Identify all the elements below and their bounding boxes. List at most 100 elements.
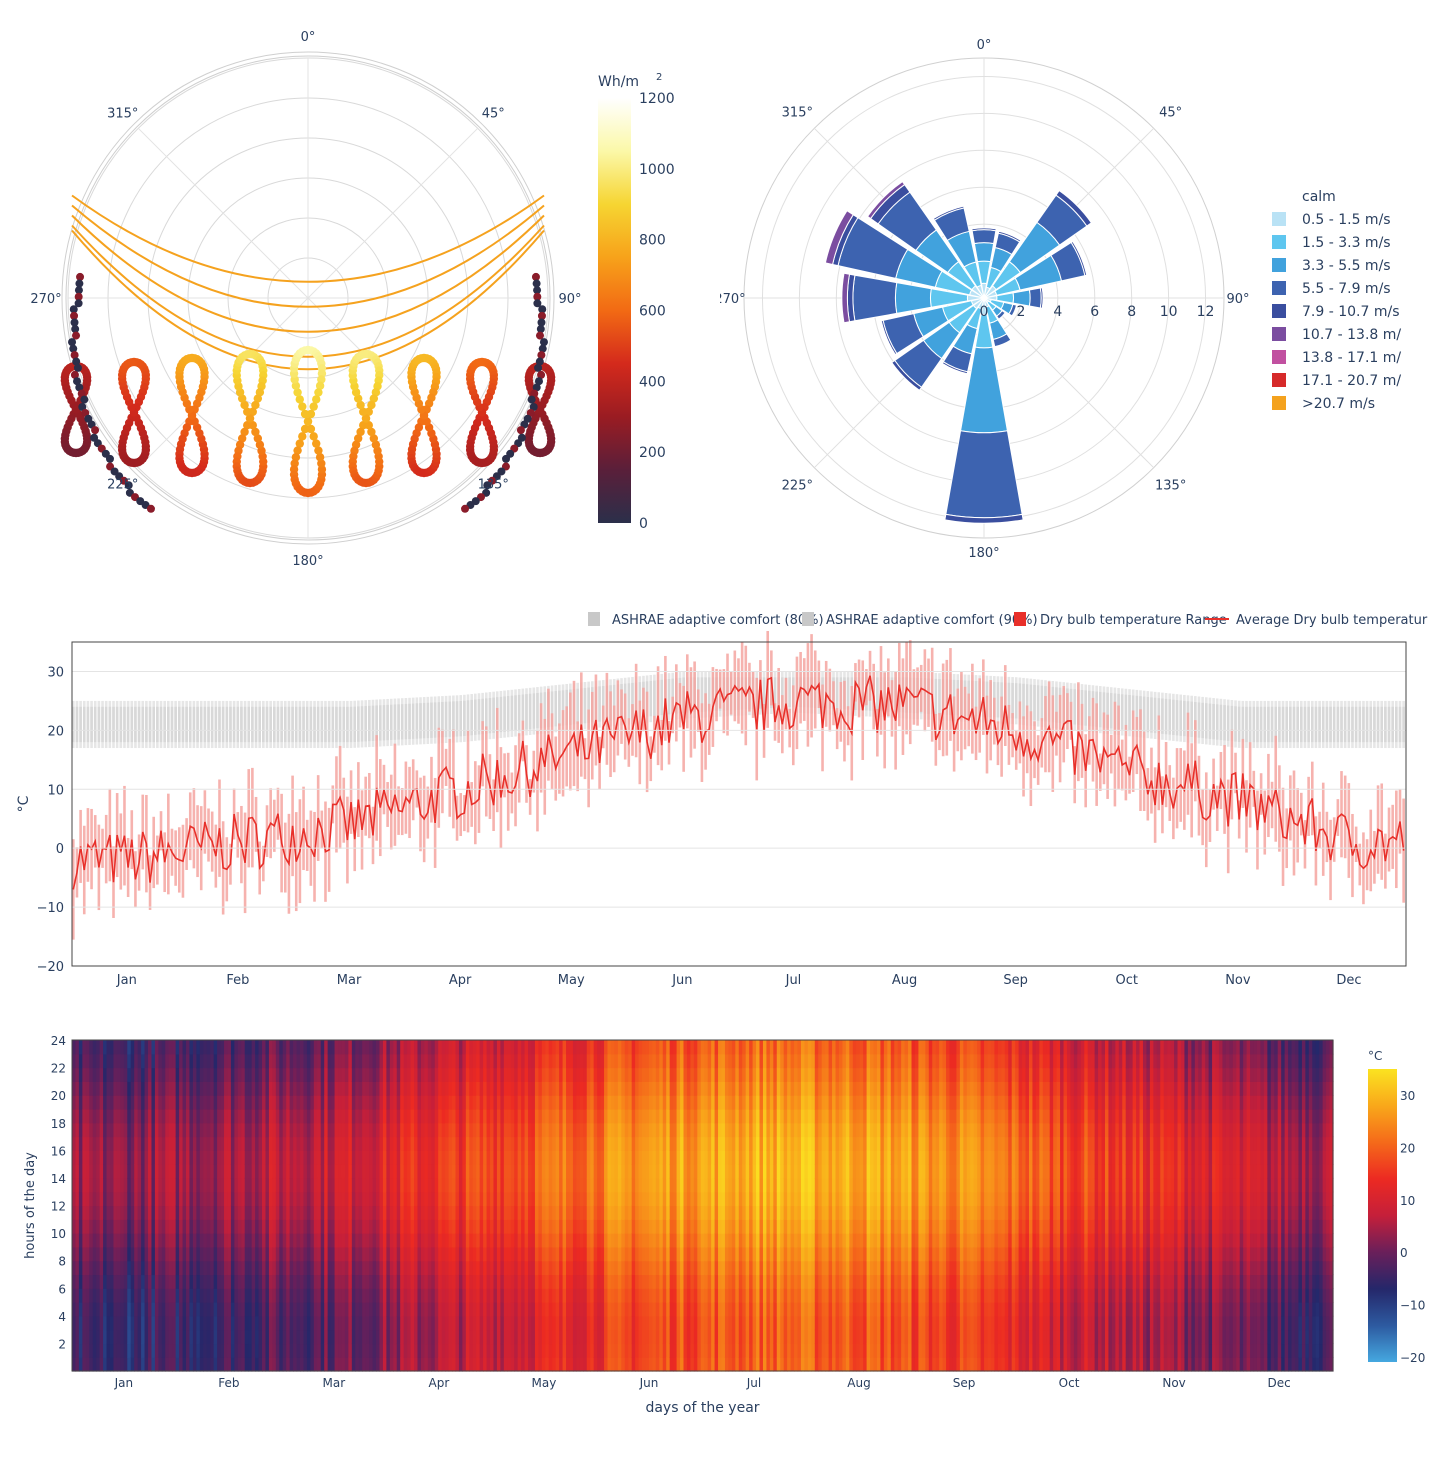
heatmap-cell xyxy=(224,1040,228,1054)
heatmap-cell xyxy=(252,1178,256,1192)
heatmap-cell xyxy=(452,1274,456,1288)
comfort-band-90 xyxy=(269,707,272,742)
heatmap-cell xyxy=(272,1095,276,1109)
heatmap-cell xyxy=(438,1316,442,1330)
heatmap-cell xyxy=(231,1330,235,1344)
heatmap-cell xyxy=(324,1123,328,1137)
heatmap-cell xyxy=(417,1192,421,1206)
comfort-band-90 xyxy=(386,705,389,740)
heatmap-cell xyxy=(480,1137,484,1151)
heatmap-cell xyxy=(417,1316,421,1330)
sunpath-point xyxy=(417,354,425,362)
sunpath-point xyxy=(307,425,315,433)
heatmap-cell xyxy=(93,1316,97,1330)
heatmap-cell xyxy=(438,1123,442,1137)
heatmap-cell xyxy=(252,1040,256,1054)
heatmap-cell xyxy=(469,1109,473,1123)
heatmap-cell xyxy=(272,1109,276,1123)
heatmap-cell xyxy=(238,1040,242,1054)
heatmap-cell xyxy=(290,1302,294,1316)
heatmap-cell xyxy=(435,1040,439,1054)
heatmap-cell xyxy=(148,1233,152,1247)
heatmap-cell xyxy=(214,1206,218,1220)
heatmap-cell xyxy=(511,1274,515,1288)
heatmap-cell xyxy=(269,1357,273,1371)
heatmap-cell xyxy=(75,1343,79,1357)
heatmap-cell xyxy=(272,1068,276,1082)
heatmap-cell xyxy=(217,1274,221,1288)
heatmap-cell xyxy=(373,1150,377,1164)
heatmap-cell xyxy=(165,1302,169,1316)
heatmap-cell xyxy=(366,1316,370,1330)
heatmap-cell xyxy=(179,1343,183,1357)
heatmap-cell xyxy=(310,1150,314,1164)
heatmap-cell xyxy=(376,1054,380,1068)
heatmap-cell xyxy=(79,1219,83,1233)
heatmap-cell xyxy=(490,1178,494,1192)
heatmap-cell xyxy=(310,1247,314,1261)
heatmap-cell xyxy=(424,1261,428,1275)
heatmap-cell xyxy=(145,1123,149,1137)
heatmap-cell xyxy=(404,1123,408,1137)
heatmap-cell xyxy=(148,1219,152,1233)
heatmap-cell xyxy=(390,1040,394,1054)
heatmap-cell xyxy=(169,1357,173,1371)
windrose-angle-label: 0° xyxy=(977,38,992,53)
heatmap-cell xyxy=(241,1095,245,1109)
heatmap-cell xyxy=(231,1316,235,1330)
heatmap-cell xyxy=(72,1164,76,1178)
comfort-band-90 xyxy=(412,704,415,739)
heatmap-cell xyxy=(473,1178,477,1192)
heatmap-cell xyxy=(335,1054,339,1068)
heatmap-cell xyxy=(504,1316,508,1330)
comfort-band-90 xyxy=(1348,707,1351,742)
heatmap-cell xyxy=(155,1040,159,1054)
heatmap-cell xyxy=(75,1054,79,1068)
windrose-legend-swatch xyxy=(1272,396,1286,410)
heatmap-cell xyxy=(89,1068,93,1082)
heatmap-cell xyxy=(400,1109,404,1123)
heatmap-cell xyxy=(414,1150,418,1164)
heatmap-cell xyxy=(476,1343,480,1357)
heatmap-cell xyxy=(141,1178,145,1192)
heatmap-cell xyxy=(138,1095,142,1109)
heatmap-cell xyxy=(314,1054,318,1068)
heatmap-cell xyxy=(366,1150,370,1164)
heatmap-cell xyxy=(300,1343,304,1357)
heatmap-cell xyxy=(400,1330,404,1344)
heatmap-cell xyxy=(176,1316,180,1330)
heatmap-cell xyxy=(493,1316,497,1330)
heatmap-cell xyxy=(345,1109,349,1123)
comfort-band-90 xyxy=(1296,707,1299,742)
heatmap-cell xyxy=(414,1040,418,1054)
heatmap-cell xyxy=(100,1288,104,1302)
heatmap-cell xyxy=(131,1137,135,1151)
comfort-band-90 xyxy=(938,679,941,714)
heatmap-cell xyxy=(151,1137,155,1151)
heatmap-cell xyxy=(283,1302,287,1316)
heatmap-cell xyxy=(107,1316,111,1330)
heatmap-cell xyxy=(286,1206,290,1220)
heatmap-cell xyxy=(290,1192,294,1206)
heatmap-cell xyxy=(279,1274,283,1288)
heatmap-cell xyxy=(348,1343,352,1357)
heatmap-cell xyxy=(493,1109,497,1123)
heatmap-cell xyxy=(227,1247,231,1261)
heatmap-cell xyxy=(352,1068,356,1082)
heatmap-cell xyxy=(507,1357,511,1371)
heatmap-cell xyxy=(234,1040,238,1054)
heatmap-cell xyxy=(345,1274,349,1288)
heatmap-cell xyxy=(255,1095,259,1109)
heatmap-cell xyxy=(100,1343,104,1357)
heatmap-cell xyxy=(397,1081,401,1095)
heatmap-cell xyxy=(341,1247,345,1261)
heatmap-cell xyxy=(269,1192,273,1206)
heatmap-cell xyxy=(297,1095,301,1109)
heatmap-cell xyxy=(300,1040,304,1054)
heatmap-cell xyxy=(414,1247,418,1261)
heatmap-cell xyxy=(238,1330,242,1344)
heatmap-cell xyxy=(362,1095,366,1109)
heatmap-cell xyxy=(138,1068,142,1082)
heatmap-cell xyxy=(89,1123,93,1137)
heatmap-cell xyxy=(397,1288,401,1302)
